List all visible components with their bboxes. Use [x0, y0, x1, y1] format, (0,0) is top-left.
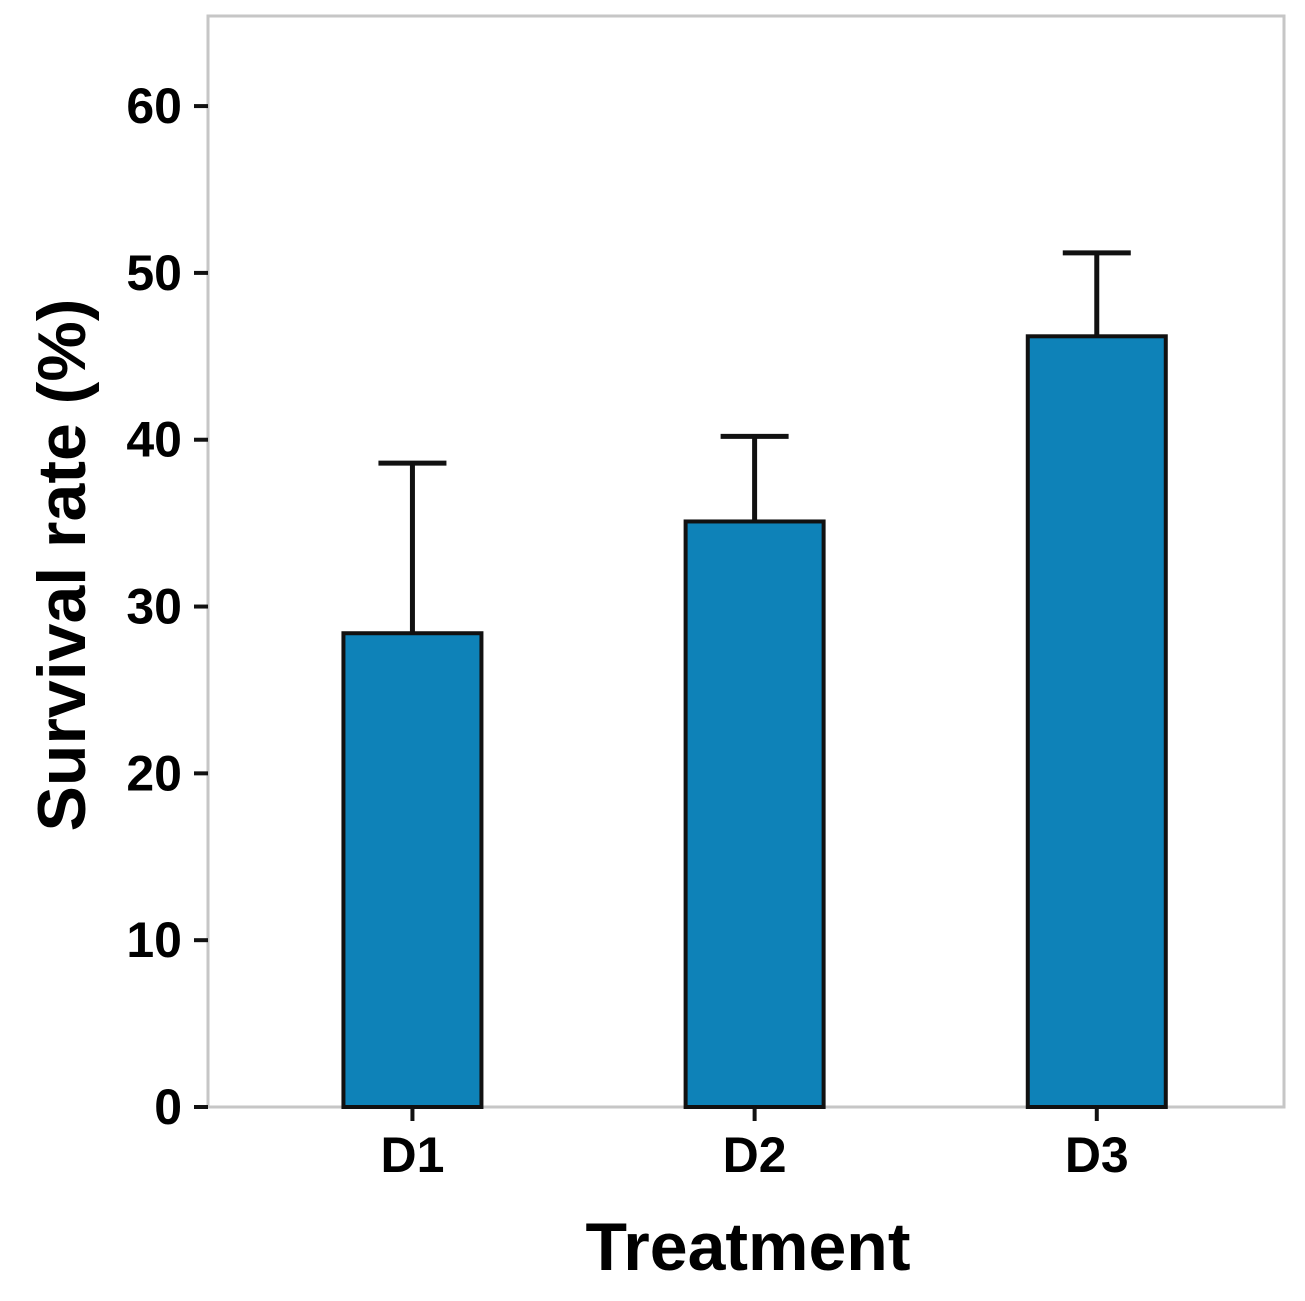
x-axis-title: Treatment — [585, 1209, 911, 1285]
bar-D1 — [341, 631, 484, 1109]
y-tick-label-50: 50 — [126, 245, 182, 301]
x-tick-label-D2: D2 — [723, 1127, 787, 1183]
y-axis-title: Survival rate (%) — [24, 298, 100, 832]
x-tick-label-D3: D3 — [1065, 1127, 1129, 1183]
y-tick-label-20: 20 — [126, 745, 182, 801]
y-tick-label-10: 10 — [126, 912, 182, 968]
bar-D2 — [683, 519, 826, 1109]
y-tick-label-60: 60 — [126, 78, 182, 134]
bar-D3 — [1025, 334, 1168, 1109]
y-tick-label-0: 0 — [154, 1079, 182, 1135]
x-tick-label-D1: D1 — [380, 1127, 444, 1183]
y-tick-label-40: 40 — [126, 412, 182, 468]
y-tick-label-30: 30 — [126, 579, 182, 635]
